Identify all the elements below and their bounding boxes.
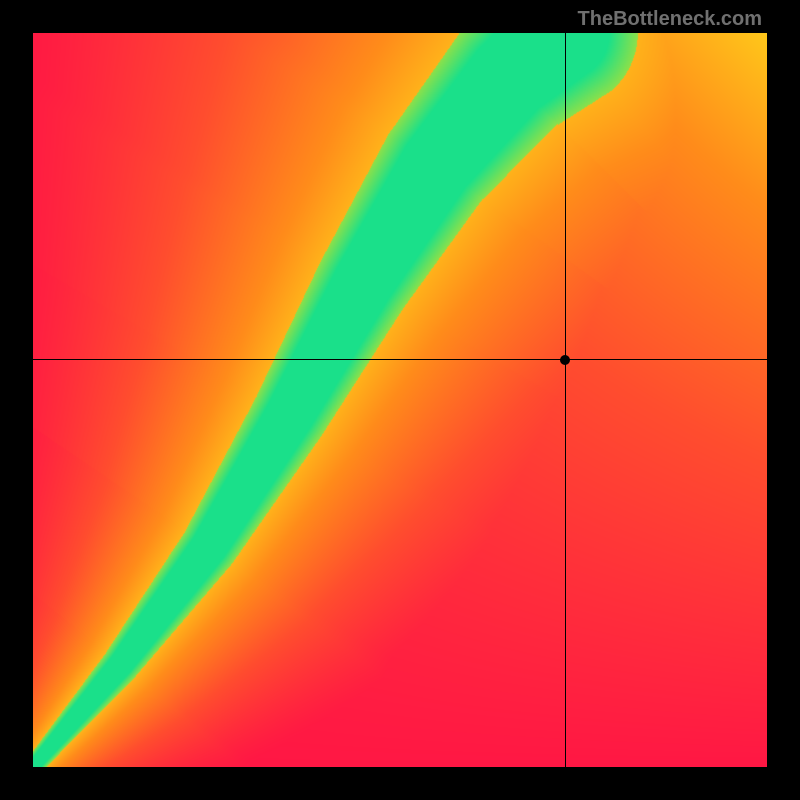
heatmap-plot xyxy=(33,33,767,767)
watermark-text: TheBottleneck.com xyxy=(578,8,762,31)
crosshair-vertical xyxy=(565,33,566,767)
crosshair-horizontal xyxy=(33,359,767,360)
marker-point xyxy=(560,355,570,365)
heatmap-canvas xyxy=(33,33,767,767)
